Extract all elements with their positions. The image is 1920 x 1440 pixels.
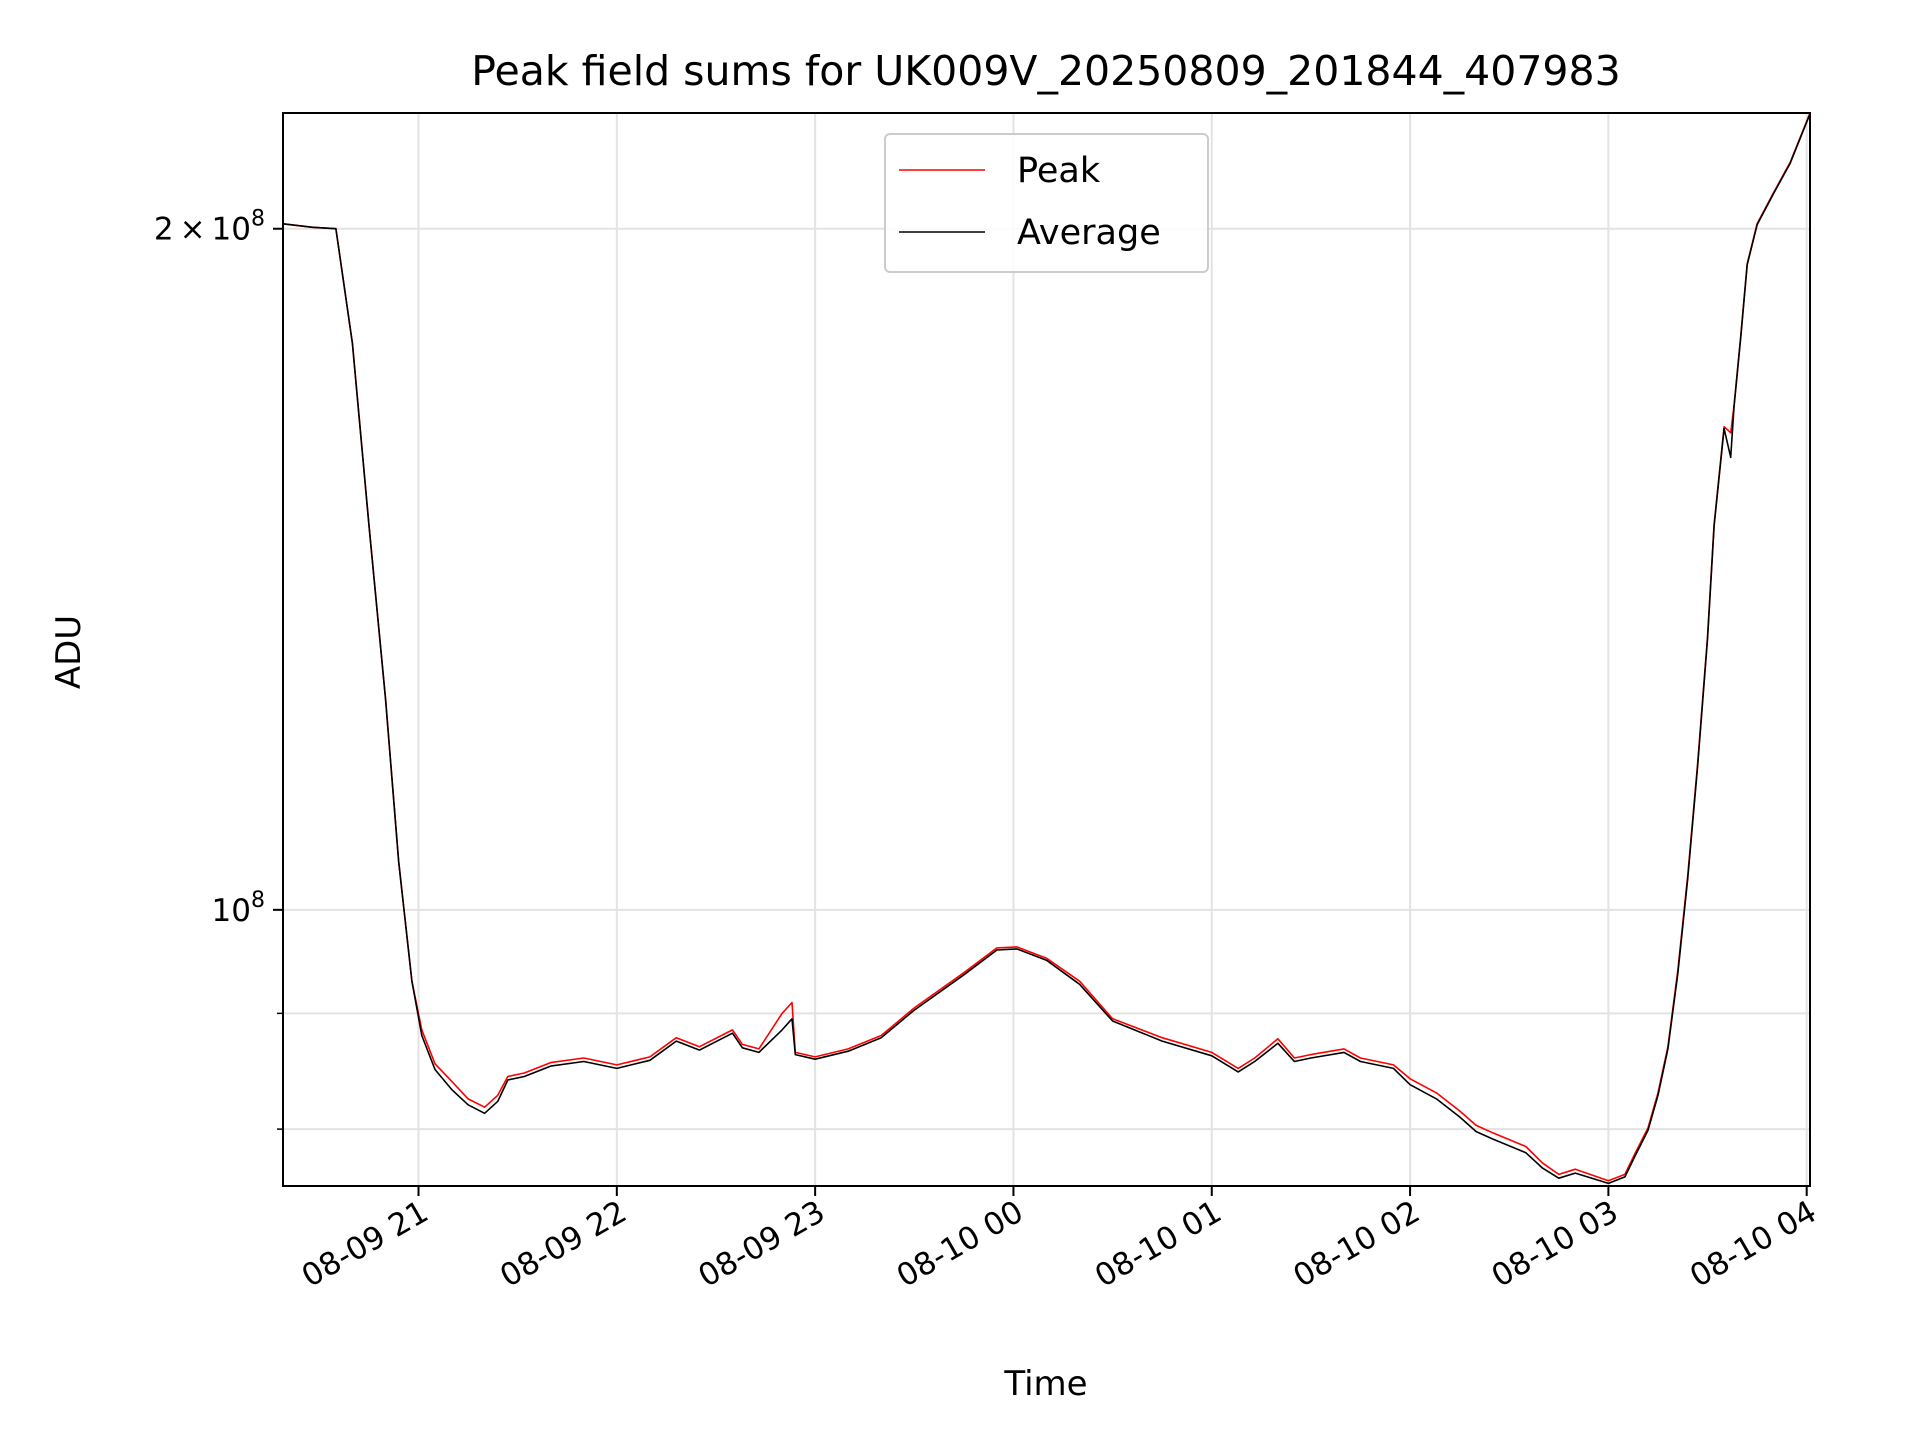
y-tick-times-1: × xyxy=(180,212,206,248)
y-tick-mantissa-1: 2 xyxy=(154,212,174,248)
y-tick-exponent-1: 8 xyxy=(251,207,265,232)
plot-frame xyxy=(282,112,1811,1187)
legend-label-average: Average xyxy=(1017,213,1161,253)
legend: Peak Average xyxy=(884,133,1209,273)
chart-title: Peak field sums for UK009V_20250809_2018… xyxy=(471,47,1620,95)
y-tick-exponent-0: 8 xyxy=(251,888,265,913)
y-tick-label-1: 2 × 108 xyxy=(154,207,265,248)
y-axis-label: ADU xyxy=(49,615,89,689)
x-axis-label: Time xyxy=(1003,1364,1087,1404)
y-tick-base-0: 10 xyxy=(212,893,251,929)
plot-series xyxy=(282,112,1811,1185)
legend-box xyxy=(884,133,1209,273)
y-tick-base-1: 10 xyxy=(212,212,251,248)
legend-label-peak: Peak xyxy=(1017,151,1101,191)
series-line-average xyxy=(282,113,1811,1185)
y-tick-label-0: 108 xyxy=(212,888,265,929)
